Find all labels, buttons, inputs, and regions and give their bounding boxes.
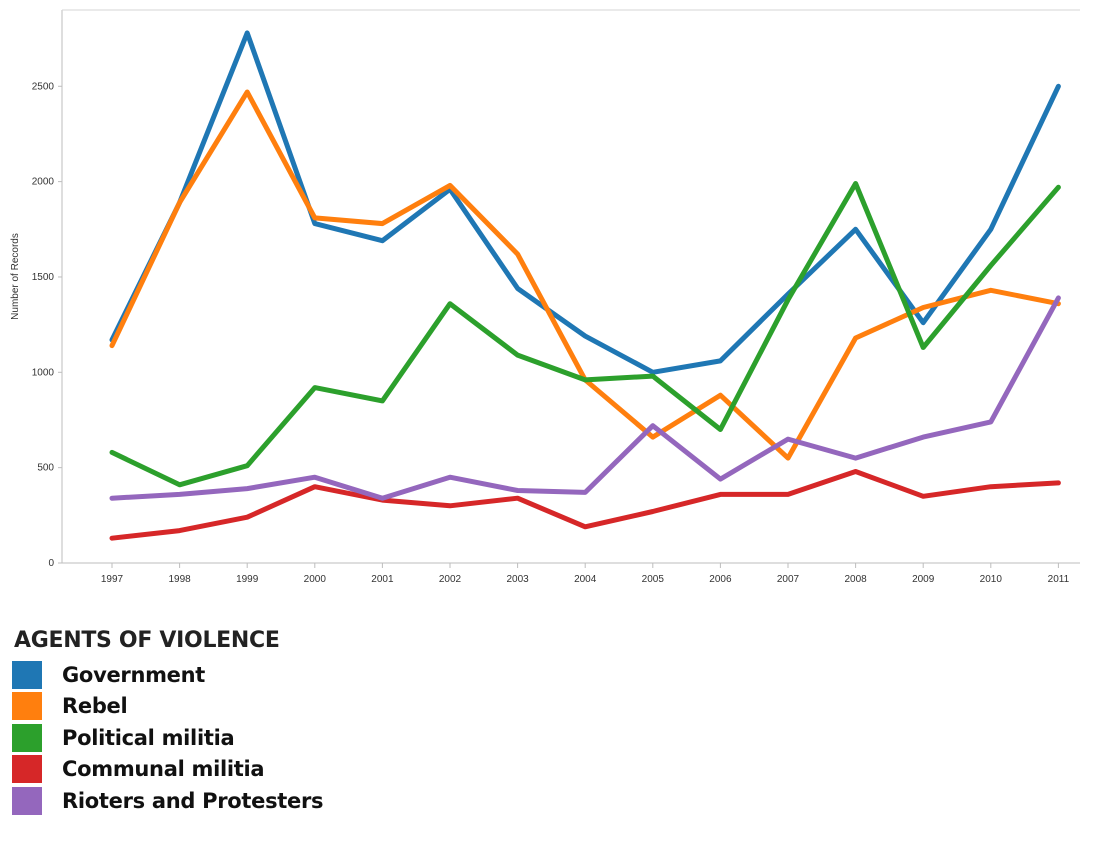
x-tick-label: 2004 — [574, 574, 597, 585]
y-tick-label: 1000 — [32, 367, 55, 378]
series-line-rebel — [112, 92, 1058, 458]
legend-label: Rioters and Protesters — [62, 789, 323, 813]
series-line-communal-militia — [112, 472, 1058, 539]
chart-series-lines — [112, 33, 1058, 538]
y-tick-label: 500 — [37, 463, 54, 474]
legend-item-political-militia: Political militia — [12, 722, 323, 754]
x-tick-label: 2003 — [506, 574, 529, 585]
legend-title: AGENTS OF VIOLENCE — [14, 628, 323, 653]
legend-item-communal-militia: Communal militia — [12, 754, 323, 786]
y-tick-label: 1500 — [32, 272, 55, 283]
legend-item-government: Government — [12, 659, 323, 691]
legend-swatch — [12, 661, 42, 689]
y-tick-label: 0 — [48, 558, 54, 569]
legend-label: Rebel — [62, 694, 127, 718]
y-tick-label: 2000 — [32, 177, 55, 188]
line-chart: 0 500 1000 1500 2000 2500 Number of Records 199… — [0, 0, 1094, 620]
y-tick-label: 2500 — [32, 81, 55, 92]
x-tick-label: 2010 — [980, 574, 1003, 585]
legend-swatch — [12, 787, 42, 815]
x-tick-label: 2005 — [642, 574, 665, 585]
y-axis-label: Number of Records — [10, 233, 21, 320]
x-tick-label: 2009 — [912, 574, 935, 585]
x-tick-label: 2006 — [709, 574, 732, 585]
legend-swatch — [12, 724, 42, 752]
x-tick-label: 2000 — [304, 574, 327, 585]
legend-swatch — [12, 692, 42, 720]
x-tick-label: 2002 — [439, 574, 462, 585]
legend-label: Communal militia — [62, 757, 264, 781]
series-line-government — [112, 33, 1058, 372]
x-tick-label: 2007 — [777, 574, 800, 585]
legend: AGENTS OF VIOLENCE Government Rebel Politi… — [12, 628, 323, 817]
legend-item-rioters-and-protesters: Rioters and Protesters — [12, 785, 323, 817]
x-tick-label: 1998 — [168, 574, 191, 585]
x-tick-label: 2001 — [371, 574, 394, 585]
x-tick-label: 1999 — [236, 574, 259, 585]
x-tick-label: 2008 — [844, 574, 867, 585]
legend-items: Government Rebel Political militia Communal… — [12, 659, 323, 817]
legend-swatch — [12, 755, 42, 783]
legend-label: Political militia — [62, 726, 234, 750]
chart-axes: 0 500 1000 1500 2000 2500 Number of Records 199… — [10, 10, 1080, 585]
legend-item-rebel: Rebel — [12, 691, 323, 723]
x-tick-label: 1997 — [101, 574, 124, 585]
legend-label: Government — [62, 663, 205, 687]
x-tick-label: 2011 — [1048, 574, 1070, 585]
